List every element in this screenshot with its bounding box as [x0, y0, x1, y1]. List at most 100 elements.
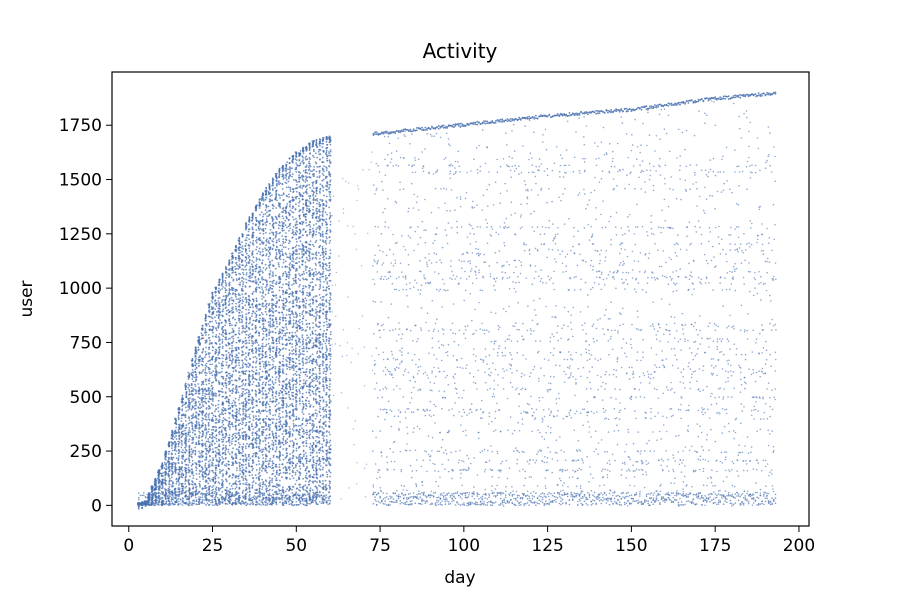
activity-point [234, 488, 237, 490]
activity-point [220, 321, 223, 324]
activity-point [248, 303, 250, 306]
activity-point [221, 456, 224, 458]
activity-point [254, 489, 257, 491]
activity-point [184, 463, 187, 466]
activity-point [242, 408, 244, 411]
activity-point [275, 477, 278, 479]
activity-point [258, 373, 260, 376]
activity-point [251, 269, 254, 272]
activity-point [262, 271, 264, 274]
activity-point [191, 398, 194, 400]
activity-point [248, 391, 250, 394]
activity-point [214, 367, 217, 370]
activity-point [255, 442, 258, 445]
activity-point [261, 259, 264, 262]
activity-point [215, 467, 218, 469]
activity-point [249, 241, 252, 244]
activity-point [254, 312, 256, 315]
activity-point [180, 425, 183, 427]
activity-point [195, 376, 198, 379]
activity-point [269, 317, 272, 320]
activity-point [202, 397, 205, 400]
activity-point [234, 290, 237, 293]
activity-point [242, 271, 244, 274]
activity-point [168, 444, 170, 446]
activity-point [262, 481, 265, 484]
activity-point [229, 488, 232, 491]
activity-point [161, 479, 164, 482]
activity-point [258, 471, 261, 474]
activity-point [265, 365, 267, 368]
activity-point [274, 186, 277, 189]
activity-point [229, 374, 232, 377]
activity-point [198, 397, 201, 400]
activity-point [184, 483, 187, 485]
activity-point [219, 319, 221, 321]
activity-point [215, 486, 218, 489]
activity-point [248, 470, 251, 472]
activity-point [261, 370, 264, 373]
activity-point [190, 464, 193, 467]
activity-point [256, 433, 258, 436]
activity-point [252, 310, 254, 313]
activity-point [241, 388, 244, 390]
activity-point [221, 367, 224, 370]
activity-point [178, 407, 180, 409]
activity-point [242, 460, 245, 463]
activity-point [241, 432, 244, 434]
activity-point [214, 365, 217, 368]
activity-point [262, 440, 265, 443]
activity-point [271, 481, 273, 484]
activity-point [275, 455, 278, 458]
activity-point [251, 434, 254, 437]
activity-point [265, 224, 268, 227]
activity-point [267, 383, 270, 386]
activity-point [222, 286, 224, 288]
activity-point [228, 444, 231, 447]
activity-point [241, 466, 244, 469]
activity-point [241, 351, 244, 354]
activity-point [174, 449, 176, 452]
activity-point [195, 463, 198, 466]
activity-point [272, 360, 275, 363]
activity-point [242, 450, 244, 453]
activity-point [225, 465, 228, 467]
activity-point [222, 447, 225, 449]
activity-point [187, 457, 190, 460]
activity-point [204, 380, 207, 383]
activity-point [212, 404, 214, 407]
activity-point [231, 476, 234, 479]
activity-point [275, 253, 278, 256]
activity-point [205, 331, 208, 334]
activity-point [242, 482, 245, 485]
activity-point [195, 362, 198, 365]
activity-point [158, 469, 160, 471]
activity-point [245, 272, 248, 274]
activity-point [171, 470, 174, 473]
activity-point [232, 311, 235, 314]
activity-point [275, 448, 278, 451]
activity-point [231, 435, 234, 438]
activity-point [268, 450, 271, 453]
activity-point [227, 351, 230, 354]
activity-point [251, 236, 254, 239]
activity-point [244, 393, 247, 395]
activity-point [222, 308, 225, 311]
activity-point [241, 268, 244, 271]
activity-point [220, 375, 223, 378]
activity-point [171, 465, 174, 468]
activity-point [269, 228, 272, 231]
activity-point [231, 461, 234, 463]
activity-point [220, 413, 223, 415]
activity-point [256, 424, 258, 427]
activity-point [251, 344, 254, 347]
activity-point [239, 314, 242, 317]
activity-point [195, 478, 198, 481]
activity-point [238, 255, 240, 258]
activity-point [191, 358, 194, 361]
activity-point [271, 358, 274, 361]
activity-point [211, 307, 214, 310]
activity-point [207, 400, 210, 403]
activity-point [272, 418, 275, 421]
activity-point [251, 254, 253, 256]
